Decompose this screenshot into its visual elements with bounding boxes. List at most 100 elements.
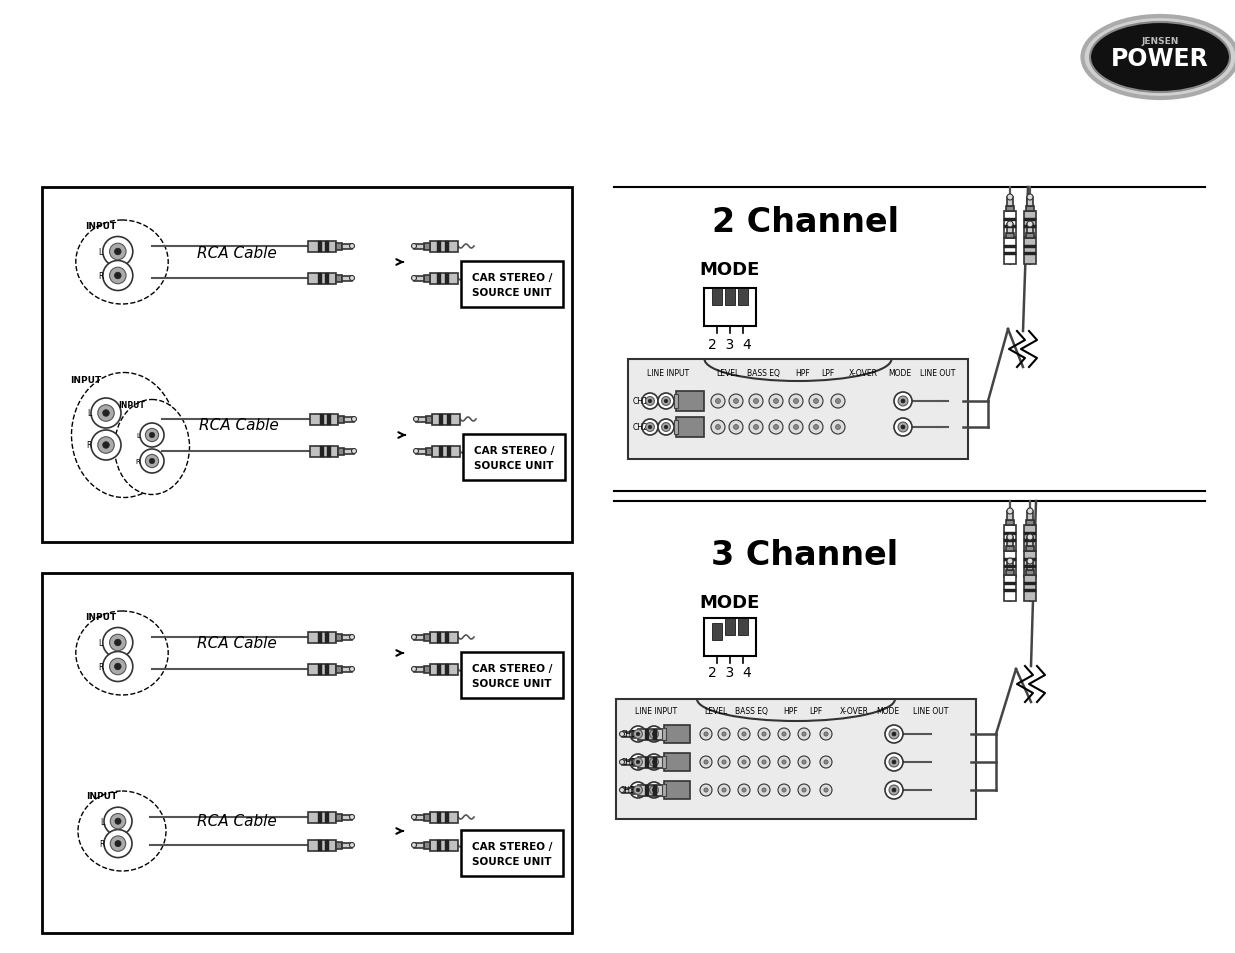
Bar xyxy=(325,812,330,822)
Bar xyxy=(430,840,458,851)
Bar xyxy=(437,274,441,284)
Circle shape xyxy=(1007,535,1013,540)
Text: LINE OUT: LINE OUT xyxy=(914,706,948,716)
Circle shape xyxy=(748,420,763,435)
Ellipse shape xyxy=(72,374,177,498)
Circle shape xyxy=(739,757,750,768)
Bar xyxy=(704,618,756,657)
Bar xyxy=(676,392,704,412)
Bar xyxy=(325,241,330,253)
Circle shape xyxy=(782,788,787,792)
Circle shape xyxy=(742,760,746,764)
Bar xyxy=(653,757,657,768)
Text: CH2: CH2 xyxy=(632,423,648,432)
Bar xyxy=(461,652,563,699)
Bar xyxy=(42,574,572,933)
Bar xyxy=(1028,225,1032,233)
Bar xyxy=(342,842,352,847)
Circle shape xyxy=(898,396,908,407)
Bar xyxy=(317,664,322,675)
Circle shape xyxy=(620,760,625,764)
Circle shape xyxy=(782,760,787,764)
Circle shape xyxy=(103,652,133,681)
Bar xyxy=(1007,546,1014,552)
Text: POWER: POWER xyxy=(1112,47,1209,71)
Circle shape xyxy=(718,784,730,796)
Bar xyxy=(1007,198,1013,207)
Circle shape xyxy=(831,395,845,409)
Bar xyxy=(1007,512,1013,520)
Circle shape xyxy=(104,830,132,858)
Bar xyxy=(674,395,678,409)
Bar xyxy=(327,446,331,457)
Circle shape xyxy=(1028,535,1032,540)
Ellipse shape xyxy=(78,791,165,871)
Bar xyxy=(1007,520,1014,525)
Circle shape xyxy=(411,842,416,847)
Bar xyxy=(1028,198,1032,207)
Bar xyxy=(308,840,336,851)
Circle shape xyxy=(634,758,642,766)
Circle shape xyxy=(769,395,783,409)
Bar xyxy=(1024,566,1036,569)
Bar xyxy=(310,414,338,425)
Circle shape xyxy=(831,420,845,435)
Circle shape xyxy=(704,760,708,764)
Bar xyxy=(414,815,424,820)
Text: BASS EQ: BASS EQ xyxy=(747,369,779,377)
Circle shape xyxy=(1007,222,1013,228)
Circle shape xyxy=(722,760,726,764)
Bar xyxy=(1028,561,1032,571)
Circle shape xyxy=(762,760,766,764)
Bar xyxy=(437,664,441,675)
Circle shape xyxy=(798,784,810,796)
Circle shape xyxy=(820,784,832,796)
Circle shape xyxy=(885,753,903,771)
Circle shape xyxy=(1028,194,1032,201)
Circle shape xyxy=(350,276,354,281)
Text: 3 Channel: 3 Channel xyxy=(711,539,899,572)
Bar xyxy=(461,262,563,308)
Circle shape xyxy=(662,423,671,432)
Bar xyxy=(317,274,322,284)
Circle shape xyxy=(411,635,416,639)
Circle shape xyxy=(739,728,750,740)
Circle shape xyxy=(411,815,416,820)
Bar xyxy=(426,416,432,423)
Circle shape xyxy=(809,395,823,409)
Bar xyxy=(1024,253,1036,256)
Bar xyxy=(1004,525,1016,552)
Circle shape xyxy=(103,261,133,292)
Bar xyxy=(1024,532,1036,535)
Circle shape xyxy=(634,730,642,739)
Circle shape xyxy=(115,249,121,255)
Circle shape xyxy=(824,732,829,737)
Bar xyxy=(737,618,748,636)
Bar xyxy=(664,753,690,771)
Bar xyxy=(414,635,424,639)
Bar xyxy=(416,417,426,422)
Bar xyxy=(437,812,441,822)
Circle shape xyxy=(149,459,154,464)
Circle shape xyxy=(115,663,121,670)
Circle shape xyxy=(802,732,806,737)
Circle shape xyxy=(636,733,640,736)
Circle shape xyxy=(104,807,132,836)
Circle shape xyxy=(892,760,895,764)
Circle shape xyxy=(814,425,819,430)
Bar xyxy=(317,241,322,253)
Text: CH1: CH1 xyxy=(632,397,648,406)
Circle shape xyxy=(802,788,806,792)
Circle shape xyxy=(91,398,121,429)
Text: LINE OUT: LINE OUT xyxy=(920,369,956,377)
Bar xyxy=(414,276,424,281)
Circle shape xyxy=(110,814,126,829)
Circle shape xyxy=(110,836,126,851)
Bar xyxy=(446,632,450,643)
Circle shape xyxy=(789,395,803,409)
Circle shape xyxy=(650,758,658,766)
Text: CH2: CH2 xyxy=(620,758,636,767)
Circle shape xyxy=(729,420,743,435)
Bar xyxy=(645,757,650,768)
Circle shape xyxy=(350,842,354,847)
